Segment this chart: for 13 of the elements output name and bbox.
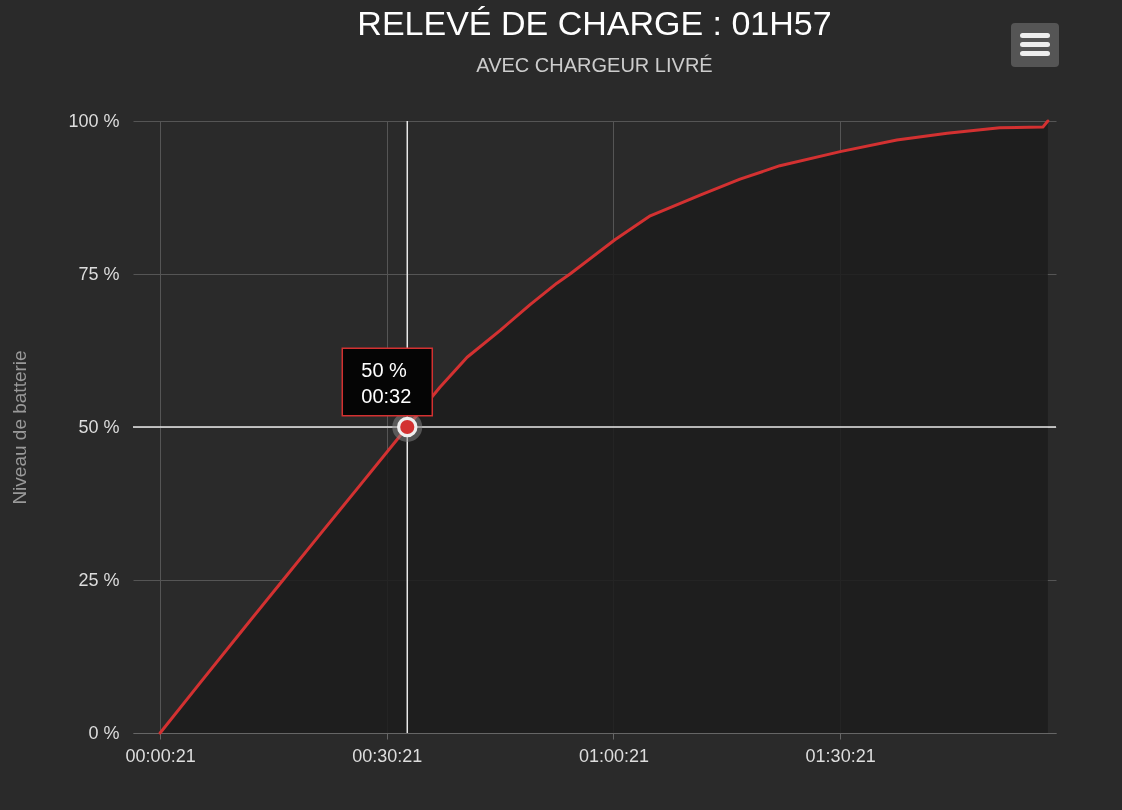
y-tick-label: 25 % (78, 569, 120, 590)
y-tick-label: 50 % (78, 416, 120, 437)
x-tick-label: 01:30:21 (805, 745, 876, 766)
annotation: 50 % 00:32 (361, 359, 412, 407)
x-tick-label: 00:00:21 (125, 745, 196, 766)
y-tick-label: 100 % (68, 110, 120, 131)
chart-subtitle: AVEC CHARGEUR LIVRÉ (476, 54, 713, 76)
x-tick-label: 01:00:21 (578, 745, 649, 766)
chart-title: RELEVÉ DE CHARGE : 01H57 (357, 4, 832, 42)
y-axis-title: Niveau de batterie (9, 350, 31, 505)
y-tick-label: 75 % (78, 263, 120, 284)
y-tick-label: 0 % (88, 722, 120, 743)
x-tick-label: 00:30:21 (352, 745, 423, 766)
